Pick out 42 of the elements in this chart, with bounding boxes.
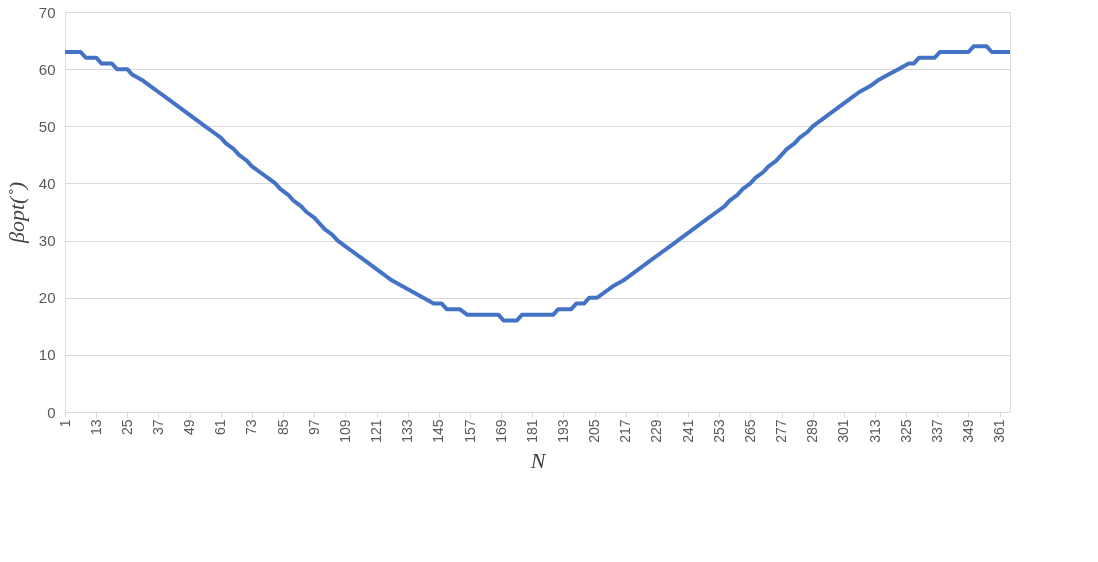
x-tick-label: 169: [492, 419, 509, 443]
x-tick-label: 37: [149, 419, 166, 436]
x-tick-label: 193: [554, 419, 571, 443]
x-tick-label: 337: [928, 419, 945, 443]
x-tick-label: 145: [430, 419, 447, 443]
x-axis-title: N: [529, 447, 547, 473]
x-tick-label: 301: [835, 419, 852, 443]
y-axis-title: βopt(˚): [3, 181, 29, 245]
y-tick-label: 50: [38, 117, 56, 135]
y-tick-label: 40: [38, 174, 56, 192]
y-tick-label: 70: [38, 3, 56, 21]
x-tick-label: 313: [866, 419, 883, 443]
x-tick-label: 277: [773, 419, 790, 443]
y-tick-label: 20: [38, 289, 56, 307]
x-tick-label: 73: [243, 419, 260, 436]
x-tick-label: 349: [959, 419, 976, 443]
x-tick-label: 229: [648, 419, 665, 443]
x-tick-label: 157: [461, 419, 478, 443]
x-tick-label: 85: [274, 419, 291, 436]
x-tick-label: 325: [897, 419, 914, 443]
x-tick-label: 181: [523, 419, 540, 443]
x-tick-label: 361: [991, 419, 1008, 443]
x-tick-label: 61: [212, 419, 229, 436]
x-tick-label: 1: [56, 419, 73, 428]
x-tick-label: 13: [87, 419, 104, 436]
line-series: [63, 44, 1012, 323]
x-tick-label: 253: [710, 419, 727, 443]
x-tick-label: 205: [586, 419, 603, 443]
x-tick-label: 265: [741, 419, 758, 443]
y-tick-label: 10: [38, 346, 56, 364]
x-tick-label: 289: [804, 419, 821, 443]
x-tick-label: 97: [305, 419, 322, 436]
x-tick-label: 241: [679, 419, 696, 443]
x-tick-label: 49: [181, 419, 198, 436]
x-tick-label: 217: [617, 419, 634, 443]
x-tick-label: 25: [118, 419, 135, 436]
y-tick-label: 30: [38, 232, 56, 250]
x-tick-label: 109: [336, 419, 353, 443]
y-tick-label: 60: [38, 60, 56, 78]
x-tick-label: 121: [368, 419, 385, 443]
y-tick-label: 0: [47, 403, 56, 421]
x-tick-label: 133: [399, 419, 416, 443]
